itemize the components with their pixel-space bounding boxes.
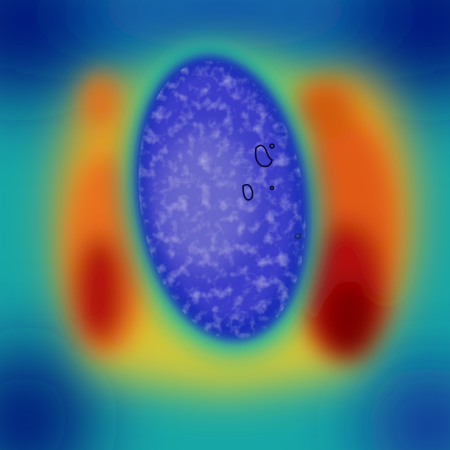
contour-marks [242, 143, 302, 240]
lesion-region [121, 42, 322, 358]
hot-regions [67, 72, 397, 360]
